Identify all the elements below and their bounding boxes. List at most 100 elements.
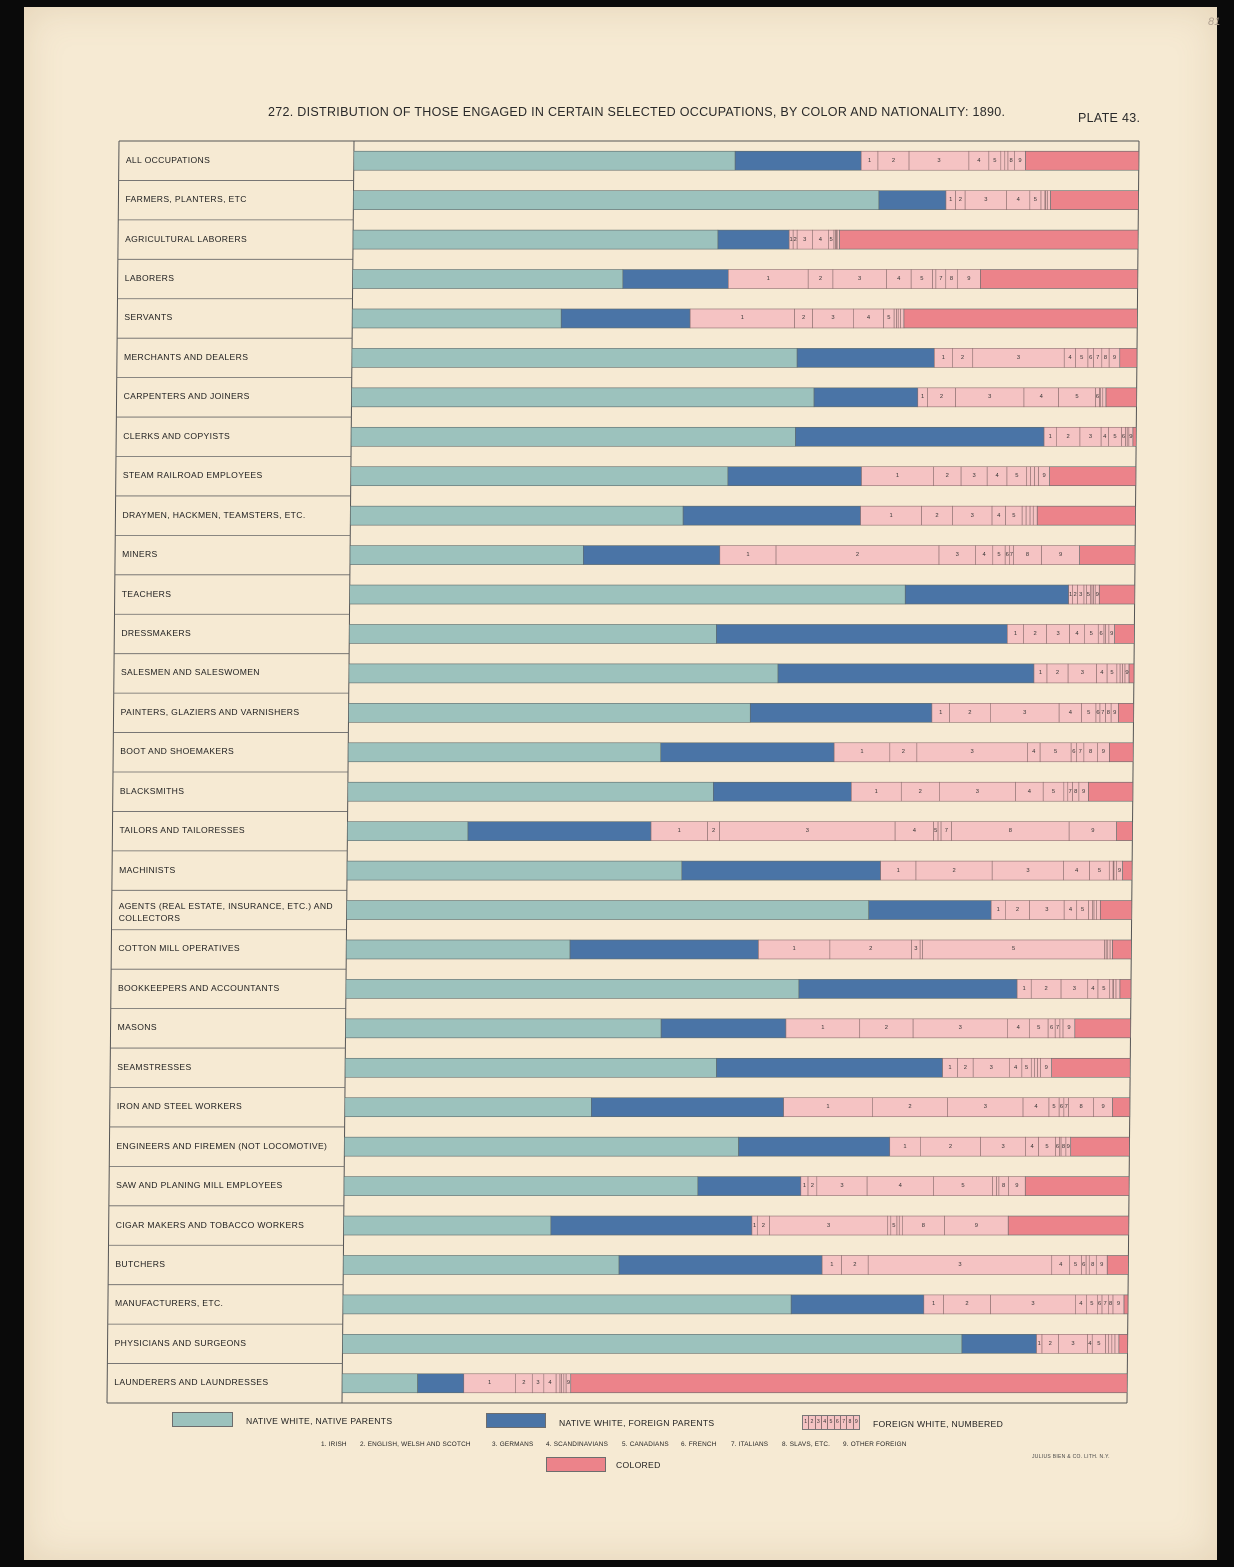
frame-right-line [1126, 140, 1140, 1404]
bar-segment-foreign-8 [1059, 1018, 1064, 1039]
segment-number-label: 5 [1097, 867, 1102, 874]
bar-segment-native-foreign [813, 387, 919, 408]
segment-number-label: 3 [858, 276, 862, 283]
segment-number-label: 5 [1086, 591, 1091, 598]
bar-row [347, 781, 1134, 802]
segment-number-label: 9 [1018, 157, 1022, 164]
segment-number-label: 2 [952, 867, 956, 874]
bar-segment-native-native [345, 979, 800, 999]
segment-number-label: 8 [1079, 1104, 1083, 1111]
segment-number-label: 7 [1101, 709, 1105, 716]
bar-row [345, 979, 1132, 999]
segment-number-label: 4 [1075, 867, 1079, 874]
bar-segment-native-native [347, 781, 714, 802]
bar-segment-native-foreign [717, 229, 790, 250]
segment-number-label: 6 [1072, 749, 1076, 756]
bar-segment-colored [1070, 1136, 1130, 1157]
segment-number-label: 9 [1117, 867, 1122, 874]
bar-segment-native-foreign [697, 1176, 802, 1196]
bar-segment-native-foreign [682, 505, 861, 526]
segment-number-label: 2 [908, 1104, 912, 1111]
bar-segment-colored [1118, 1334, 1128, 1354]
segment-number-label: 1 [766, 276, 770, 283]
segment-number-label: 9 [1112, 354, 1117, 361]
bar-segment-native-foreign [591, 1097, 784, 1118]
segment-number-label: 4 [898, 1183, 902, 1190]
segment-number-label: 2 [801, 315, 806, 322]
bar-segment-native-foreign [560, 308, 691, 329]
segment-number-label: 5 [1011, 946, 1016, 953]
category-label: TAILORS AND TAILORESSES [119, 825, 245, 836]
segment-number-label: 3 [970, 749, 974, 756]
bar-segment-foreign-7 [1085, 1255, 1090, 1275]
bar-segment-foreign-8 [1113, 860, 1117, 881]
segment-number-label: 1 [860, 749, 864, 756]
category-label: FARMERS, PLANTERS, ETC [125, 194, 247, 205]
bar-segment-foreign-6 [1088, 900, 1093, 920]
bar-segment-native-native [350, 426, 796, 447]
segment-number-label: 3 [536, 1380, 540, 1387]
segment-number-label: 9 [1101, 1104, 1105, 1111]
bar-segment-native-foreign [734, 150, 862, 171]
bar-segment-colored [1114, 624, 1135, 644]
segment-number-label: 2 [965, 1301, 969, 1308]
segment-number-label: 7 [1068, 788, 1072, 795]
segment-number-label: 2 [968, 709, 972, 716]
category-label: BOOKKEEPERS AND ACCOUNTANTS [117, 982, 280, 993]
bar-segment-foreign-9 [1102, 387, 1107, 408]
bar-segment-native-native [345, 1018, 662, 1039]
bar-segment-native-native [349, 545, 584, 565]
segment-number-label: 1 [802, 1183, 807, 1190]
segment-number-label: 1 [874, 788, 878, 795]
bar-segment-native-foreign [618, 1255, 823, 1275]
segment-number-label: 2 [711, 828, 716, 835]
legend-box-digit: 5 [828, 1416, 835, 1429]
segment-number-label: 3 [1080, 670, 1084, 677]
segment-number-label: 4 [1032, 749, 1036, 756]
bar-segment-native-native [344, 1057, 717, 1078]
segment-number-label: 4 [1068, 709, 1072, 716]
segment-number-label: 3 [958, 1261, 962, 1268]
bar-segment-foreign-8 [563, 1373, 567, 1394]
bar-segment-native-native [347, 821, 469, 841]
bar-segment-colored [1025, 150, 1140, 171]
printer-credit: JULIUS BIEN & CO. LITH. N.Y. [1032, 1454, 1110, 1460]
category-label: DRESSMAKERS [121, 627, 192, 638]
bar-segment-native-native [349, 624, 717, 644]
legend-box-digit: 8 [847, 1416, 854, 1429]
category-label: MACHINISTS [119, 864, 176, 875]
segment-number-label: 1 [948, 1064, 952, 1071]
segment-number-label: 3 [984, 197, 988, 204]
bar-segment-colored [1119, 979, 1132, 999]
segment-number-label: 6 [1089, 354, 1093, 361]
segment-number-label: 2 [761, 1222, 766, 1229]
segment-number-label: 7 [1064, 1104, 1068, 1111]
bar-row [353, 190, 1139, 210]
category-label: BOOT AND SHOEMAKERS [120, 746, 235, 757]
bar-segment-native-foreign [716, 1057, 943, 1078]
segment-number-label: 4 [1091, 985, 1095, 992]
bar-segment-foreign-8 [1111, 1334, 1116, 1354]
bar-segment-foreign-9 [1096, 900, 1101, 920]
bar-row [349, 624, 1135, 644]
bar-segment-colored [1123, 1294, 1129, 1315]
segment-number-label: 4 [1013, 1064, 1018, 1071]
nationality-key-item: 5. CANADIANS [622, 1441, 669, 1448]
segment-number-label: 1 [1038, 670, 1043, 677]
segment-number-label: 3 [1079, 591, 1083, 598]
segment-number-label: 1 [867, 157, 872, 164]
segment-number-label: 5 [1045, 1143, 1049, 1150]
plate-number: PLATE 43. [1078, 111, 1141, 125]
bar-row [343, 1215, 1129, 1236]
bar-row [342, 1334, 1128, 1354]
segment-number-label: 3 [1023, 709, 1027, 716]
segment-number-label: 3 [1045, 907, 1049, 914]
bar-segment-foreign-7 [1004, 150, 1009, 171]
segment-number-label: 4 [1039, 394, 1043, 401]
segment-number-label: 3 [983, 1104, 987, 1111]
bar-segment-foreign-8 [1029, 505, 1034, 526]
segment-number-label: 1 [752, 1222, 757, 1229]
segment-number-label: 1 [826, 1104, 830, 1111]
bar-segment-foreign-6 [1000, 150, 1006, 171]
segment-number-label: 1 [996, 907, 1000, 914]
